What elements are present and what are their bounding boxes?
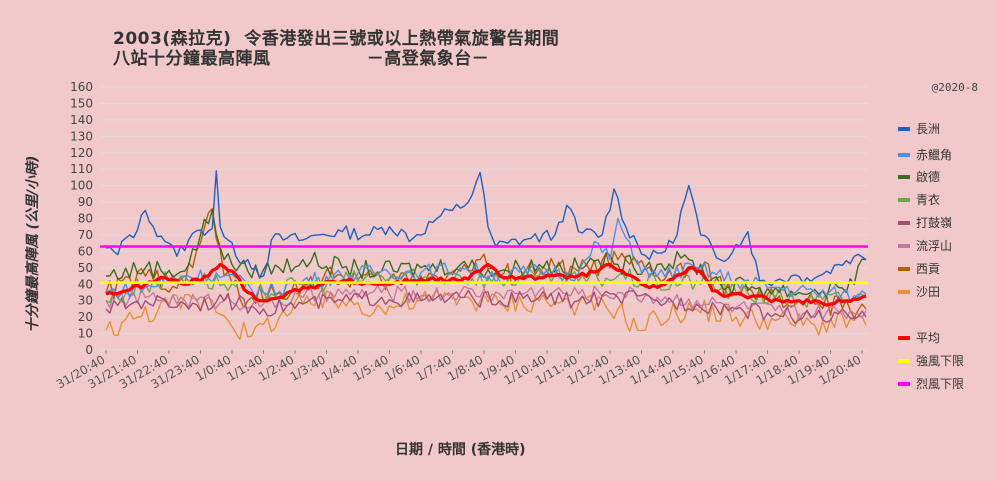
legend-label: 啟德 <box>916 169 940 184</box>
credit-label: @2020-8 <box>931 81 978 94</box>
x-tick-label: 1/1:40 <box>225 352 265 383</box>
legend-label: 流浮山 <box>916 239 952 253</box>
legend-label: 打鼓嶺 <box>916 216 952 230</box>
x-axis-label: 日期 / 時間 (香港時) <box>395 442 526 458</box>
series-line-2 <box>105 209 867 298</box>
y-tick-label: 90 <box>78 195 93 209</box>
y-tick-label: 140 <box>70 113 93 127</box>
y-tick-labels: 0 10 20 30 40 50 60 70 80 90 100 110 120 130 140 150 160 <box>70 80 93 357</box>
y-tick-label: 70 <box>78 228 93 242</box>
legend-label: 赤鱲角 <box>916 148 952 162</box>
series-line-7 <box>105 289 867 341</box>
legend-label: 青衣 <box>916 192 940 207</box>
y-tick-label: 10 <box>78 327 93 341</box>
x-tick-label: 1/4:40 <box>319 352 359 383</box>
series-line-4 <box>105 289 867 324</box>
y-tick-label: 150 <box>70 96 93 110</box>
x-tick-label: 1/3:40 <box>288 352 328 383</box>
y-axis-label: 十分鐘最高陣風 (公里/小時) <box>25 155 41 333</box>
series-lines <box>100 170 868 341</box>
x-tick-label: 1/2:40 <box>256 352 296 383</box>
y-tick-label: 110 <box>70 162 93 176</box>
y-tick-label: 30 <box>78 294 93 308</box>
series-line-8 <box>105 262 867 307</box>
y-tick-label: 160 <box>70 80 93 94</box>
legend-label: 平均 <box>916 331 940 345</box>
series-line-1 <box>105 217 867 303</box>
y-tick-label: 100 <box>70 179 93 193</box>
x-tick-label: 1/6:40 <box>382 352 422 383</box>
y-tick-label: 60 <box>78 244 93 258</box>
legend-label: 長洲 <box>916 122 940 136</box>
y-tick-label: 130 <box>70 129 93 143</box>
series-line-0 <box>105 170 867 287</box>
y-tick-label: 80 <box>78 212 93 226</box>
series-line-5 <box>105 284 867 321</box>
y-tick-label: 40 <box>78 277 93 291</box>
legend-label: 西貢 <box>916 262 940 276</box>
y-tick-label: 0 <box>85 343 93 357</box>
chart-subtitle: 八站十分鐘最高陣風 －高登氣象台－ <box>113 49 490 69</box>
y-tick-label: 120 <box>70 146 93 160</box>
legend-label: 烈風下限 <box>916 377 964 391</box>
legend-label: 沙田 <box>916 285 940 299</box>
y-tick-label: 20 <box>78 310 93 324</box>
x-tick-label: 1/0:40 <box>193 352 233 383</box>
x-tick-label: 1/5:40 <box>351 352 391 383</box>
x-tick-labels: 31/20:4031/21:4031/22:4031/23:401/0:401/… <box>54 350 864 392</box>
y-tick-label: 50 <box>78 261 93 275</box>
x-tick-label: 1/7:40 <box>414 352 454 383</box>
x-tick-label: 1/8:40 <box>445 352 485 383</box>
chart-title: 2003(森拉克) 令香港發出三號或以上熱帶氣旋警告期間 <box>113 29 560 49</box>
legend-label: 強風下限 <box>916 354 964 368</box>
